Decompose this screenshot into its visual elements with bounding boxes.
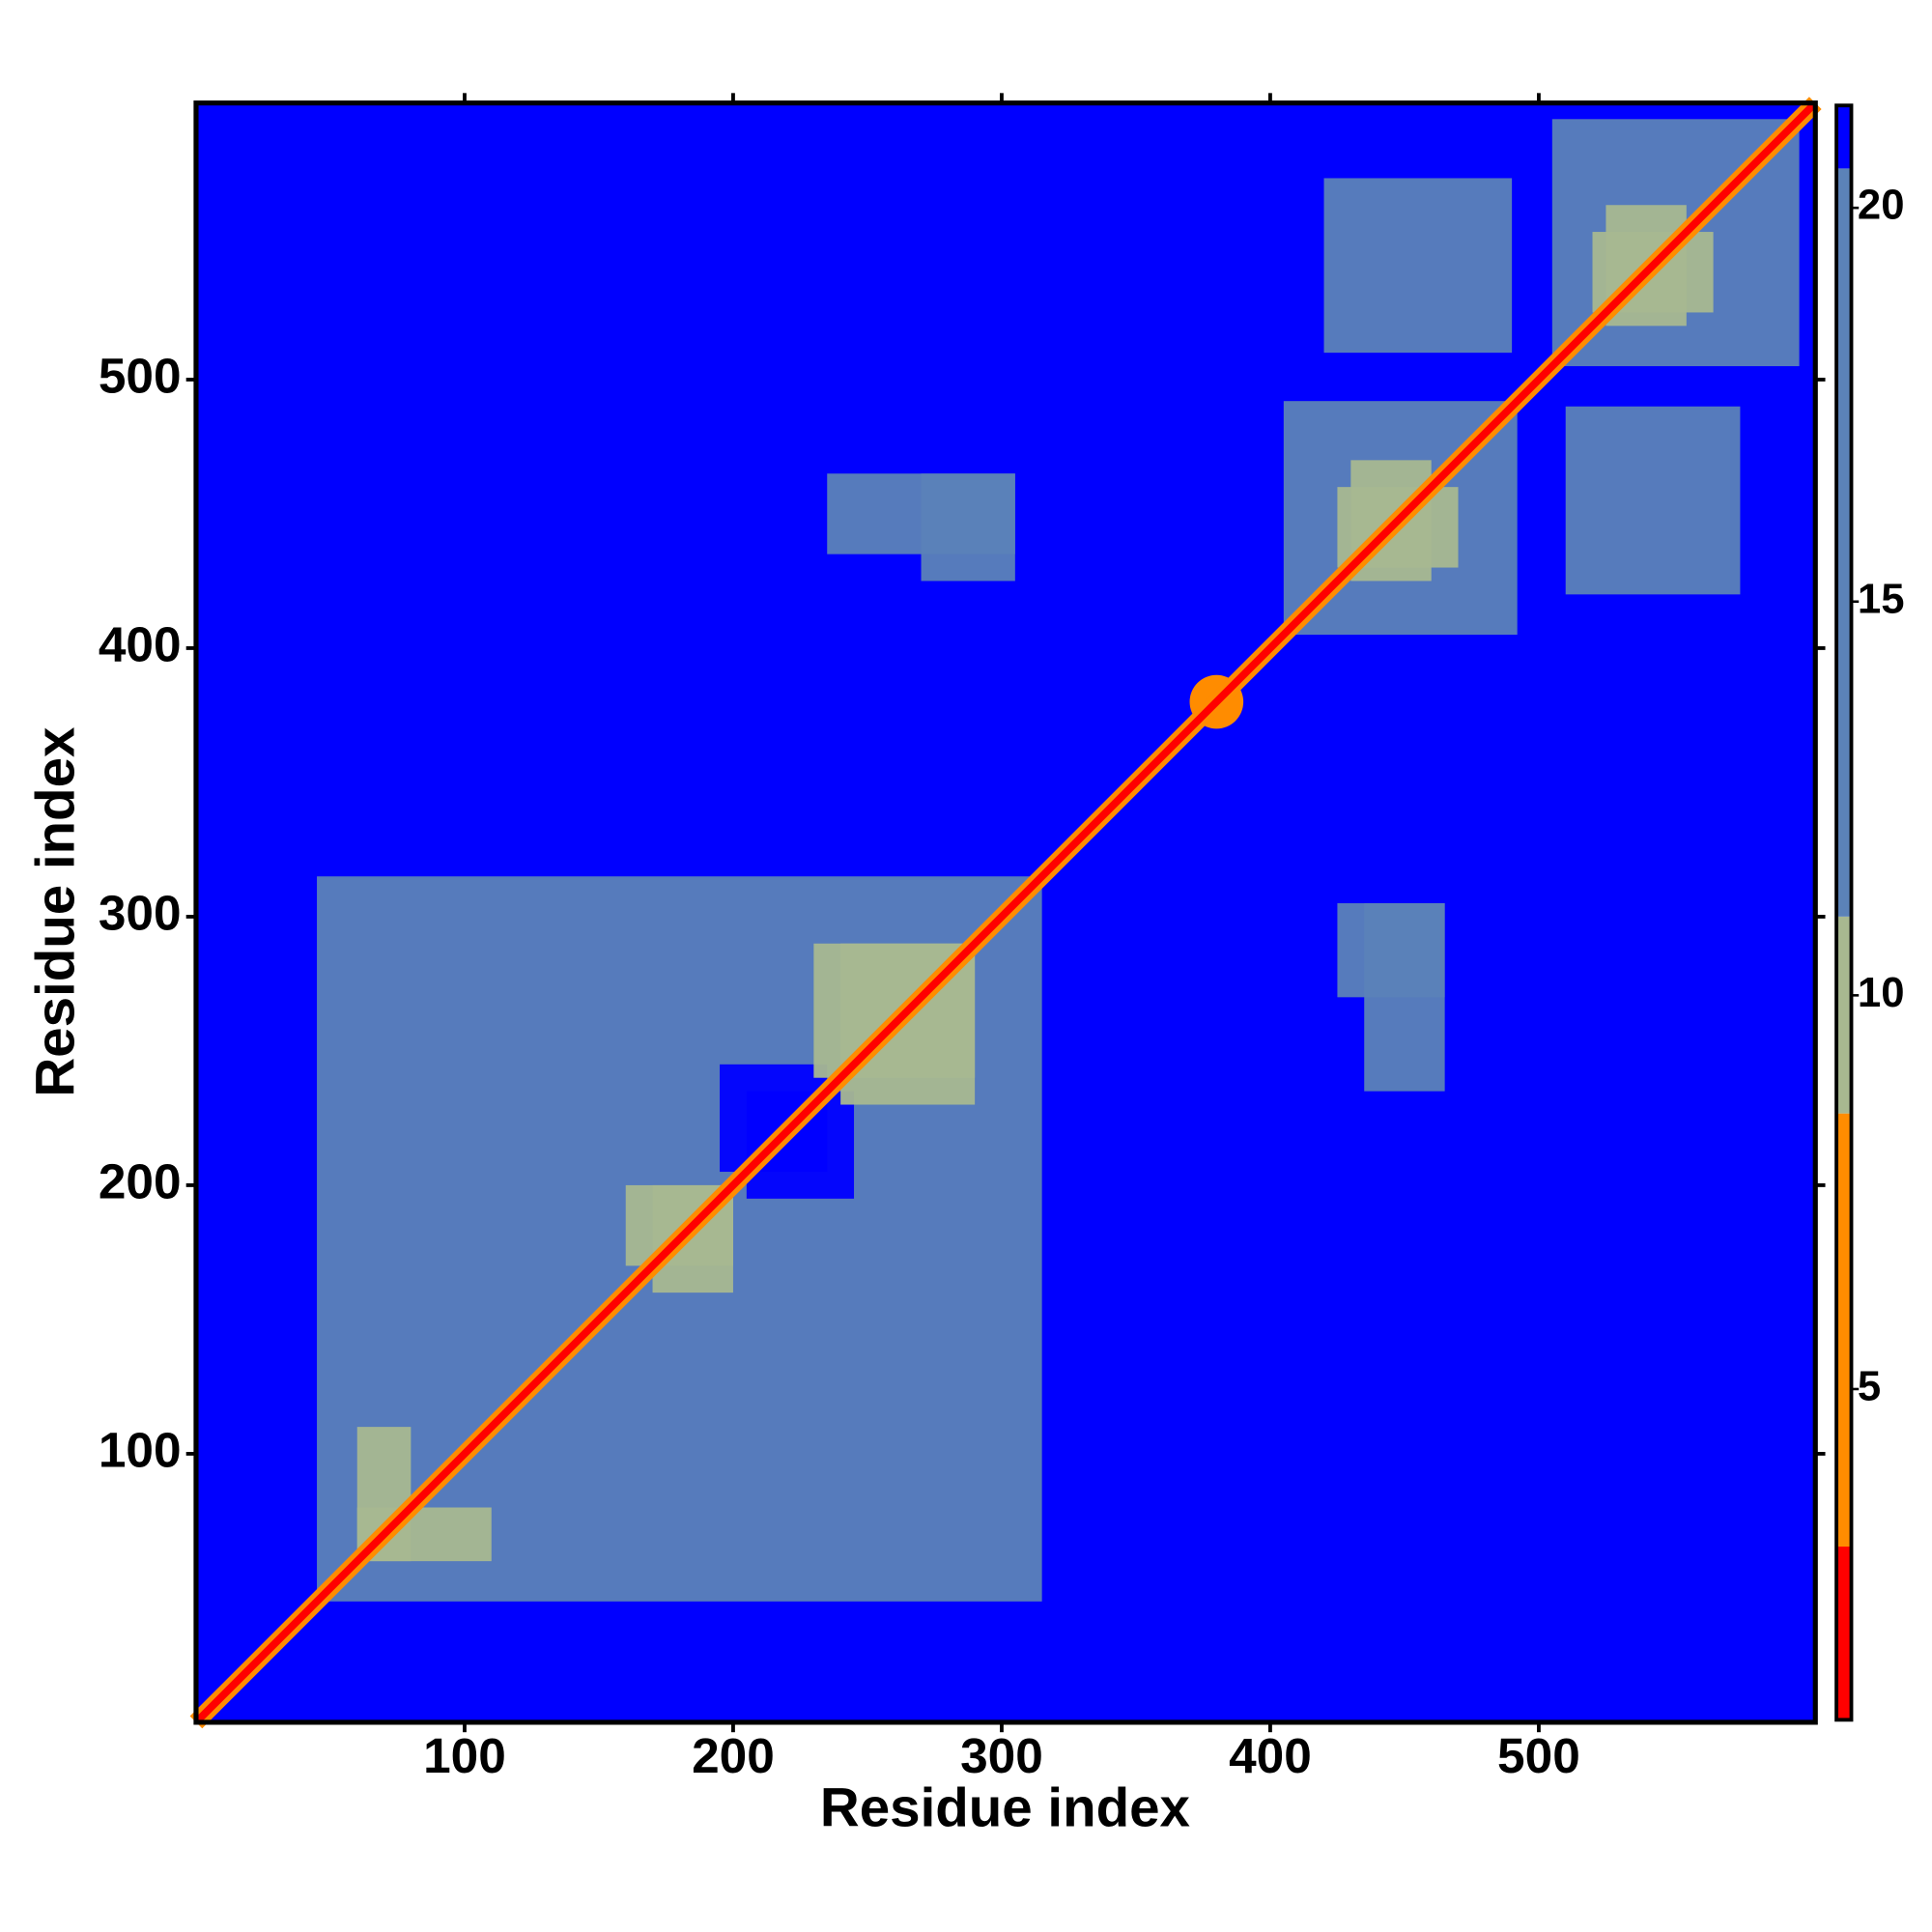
colorbar-tick-label: 10 [1858,969,1905,1016]
colorbar-segment [1836,168,1852,917]
colorbar-tick-label: 20 [1858,182,1905,229]
y-tick-label: 100 [99,1422,182,1478]
colorbar-segment [1836,916,1852,1114]
colorbar-segment [1836,105,1852,169]
colorbar-tick-label: 15 [1858,575,1905,622]
colorbar-frame [1834,103,1854,1722]
heatmap-block [1323,178,1513,354]
heatmap-block [1565,406,1741,595]
heatmap-block [921,473,1015,582]
plot-frame [193,100,1818,1725]
y-axis-label: Residue index [25,726,86,1097]
heatmap-block [1337,903,1445,998]
colorbar-segment [1836,1113,1852,1548]
x-tick-label: 300 [960,1727,1043,1783]
y-tick-label: 400 [99,616,182,672]
x-tick-label: 100 [423,1727,506,1783]
diagonal [193,99,1818,1725]
colorbar-segment [1836,1547,1852,1720]
x-tick-label: 400 [1229,1727,1312,1783]
y-tick-label: 200 [99,1153,182,1209]
colorbar-tick-label: 5 [1858,1362,1881,1409]
x-tick-label: 200 [692,1727,775,1783]
x-tick-label: 500 [1497,1727,1580,1783]
y-tick-label: 300 [99,885,182,941]
x-axis-label: Residue index [820,1776,1191,1837]
y-tick-label: 500 [99,348,182,404]
